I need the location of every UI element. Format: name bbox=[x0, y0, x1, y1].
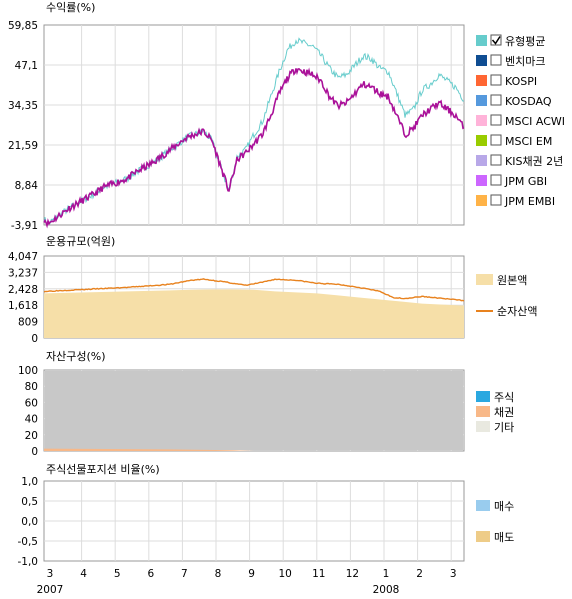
legend-swatch bbox=[476, 135, 487, 146]
x-tick-label: 10 bbox=[279, 568, 292, 580]
x-tick-label: 3 bbox=[450, 568, 457, 580]
x-tick-label: 6 bbox=[147, 568, 154, 580]
legend-label: JPM GBI bbox=[504, 175, 547, 188]
legend-label: 매수 bbox=[494, 500, 514, 513]
legend-label: 기타 bbox=[494, 421, 514, 434]
legend-checkbox[interactable] bbox=[490, 174, 502, 186]
legend-label: 원본액 bbox=[497, 274, 527, 287]
legend-swatch bbox=[476, 115, 487, 126]
legend-label: 유형평균 bbox=[505, 35, 545, 48]
x-tick-label: 5 bbox=[114, 568, 121, 580]
x-year-label: 2007 bbox=[37, 584, 64, 596]
legend-swatch bbox=[476, 531, 490, 542]
y-tick-label: 80 bbox=[25, 381, 38, 393]
legend-checkbox[interactable] bbox=[490, 134, 502, 146]
chart-panel-2 bbox=[43, 255, 493, 339]
legend-swatch bbox=[476, 35, 487, 46]
legend-checkbox[interactable] bbox=[490, 154, 502, 166]
legend-swatch bbox=[476, 274, 493, 285]
legend-swatch bbox=[476, 55, 487, 66]
legend-swatch bbox=[476, 406, 490, 417]
y-tick-label: 809 bbox=[18, 317, 38, 329]
legend-label: MSCI ACWI bbox=[505, 115, 565, 128]
y-tick-label: 3,237 bbox=[8, 267, 38, 279]
x-tick-label: 11 bbox=[312, 568, 325, 580]
legend-label: 주식 bbox=[494, 391, 514, 404]
bond-area bbox=[44, 448, 464, 451]
principal-area bbox=[44, 289, 464, 338]
chart-panel-3 bbox=[43, 369, 490, 452]
legend-label: KOSPI bbox=[505, 75, 537, 88]
y-tick-label: 60 bbox=[25, 397, 38, 409]
y-tick-label: 21,59 bbox=[8, 140, 38, 152]
y-tick-label: 0,0 bbox=[21, 516, 38, 528]
legend-swatch bbox=[476, 421, 490, 432]
y-tick-label: 34,35 bbox=[8, 100, 38, 112]
legend-swatch bbox=[476, 195, 487, 206]
x-tick-label: 1 bbox=[383, 568, 390, 580]
x-tick-label: 7 bbox=[181, 568, 188, 580]
x-tick-label: 12 bbox=[346, 568, 359, 580]
x-tick-label: 8 bbox=[215, 568, 222, 580]
x-tick-label: 2 bbox=[416, 568, 423, 580]
legend-checkbox[interactable] bbox=[490, 74, 502, 86]
legend-label: 벤치마크 bbox=[505, 55, 545, 68]
x-tick-label: 4 bbox=[80, 568, 87, 580]
y-tick-label: 2,428 bbox=[8, 284, 38, 296]
y-tick-label: 8,84 bbox=[15, 180, 39, 192]
legend-swatch bbox=[476, 175, 487, 186]
y-tick-label: 1,618 bbox=[8, 300, 38, 312]
x-tick-label: 9 bbox=[248, 568, 255, 580]
legend-checkbox[interactable] bbox=[490, 194, 502, 206]
y-tick-label: 4,047 bbox=[8, 251, 38, 263]
y-tick-label: 59,85 bbox=[8, 20, 38, 32]
legend-label: JPM EMBI bbox=[504, 195, 555, 208]
legend-label: 매도 bbox=[494, 531, 514, 544]
y-tick-label: 100 bbox=[18, 365, 38, 377]
legend-swatch bbox=[476, 155, 487, 166]
y-tick-label: 0,5 bbox=[21, 496, 38, 508]
y-tick-label: 20 bbox=[25, 430, 38, 442]
legend-label: KIS채권 2년 bbox=[505, 155, 563, 168]
y-tick-label: -0,5 bbox=[18, 536, 39, 548]
net-asset-line bbox=[43, 278, 465, 302]
legend-swatch bbox=[476, 95, 487, 106]
legend-label: MSCI EM bbox=[505, 135, 552, 148]
panel-title: 자산구성(%) bbox=[46, 350, 106, 363]
legend-checkbox[interactable] bbox=[490, 34, 502, 46]
other-asset-area bbox=[45, 371, 463, 450]
chart-panel-4 bbox=[43, 480, 490, 562]
legend-swatch bbox=[476, 391, 490, 402]
x-year-label: 2008 bbox=[373, 584, 400, 596]
y-tick-label: -3,91 bbox=[11, 220, 38, 232]
legend-checkbox[interactable] bbox=[490, 94, 502, 106]
plot-frame bbox=[43, 24, 465, 226]
y-tick-label: 0 bbox=[31, 333, 38, 345]
legend-checkbox[interactable] bbox=[490, 114, 502, 126]
y-tick-label: 0 bbox=[31, 446, 38, 458]
chart-panel-1 bbox=[43, 24, 502, 229]
panel-title: 수익률(%) bbox=[46, 1, 95, 14]
panel-title: 주식선물포지션 비율(%) bbox=[46, 463, 160, 476]
legend-label: 순자산액 bbox=[497, 305, 537, 318]
y-tick-label: 1,0 bbox=[21, 476, 38, 488]
legend-swatch bbox=[476, 500, 490, 511]
y-tick-label: -1,0 bbox=[18, 556, 39, 568]
x-tick-label: 3 bbox=[47, 568, 54, 580]
y-tick-label: 47,1 bbox=[15, 60, 38, 72]
series-line bbox=[43, 67, 465, 229]
y-tick-label: 40 bbox=[25, 414, 38, 426]
legend-checkbox[interactable] bbox=[490, 54, 502, 66]
panel-title: 운용규모(억원) bbox=[46, 235, 115, 248]
legend-label: 채권 bbox=[494, 406, 514, 419]
legend-swatch bbox=[476, 75, 487, 86]
check-mark-icon bbox=[491, 36, 501, 45]
legend-label: KOSDAQ bbox=[505, 95, 552, 108]
